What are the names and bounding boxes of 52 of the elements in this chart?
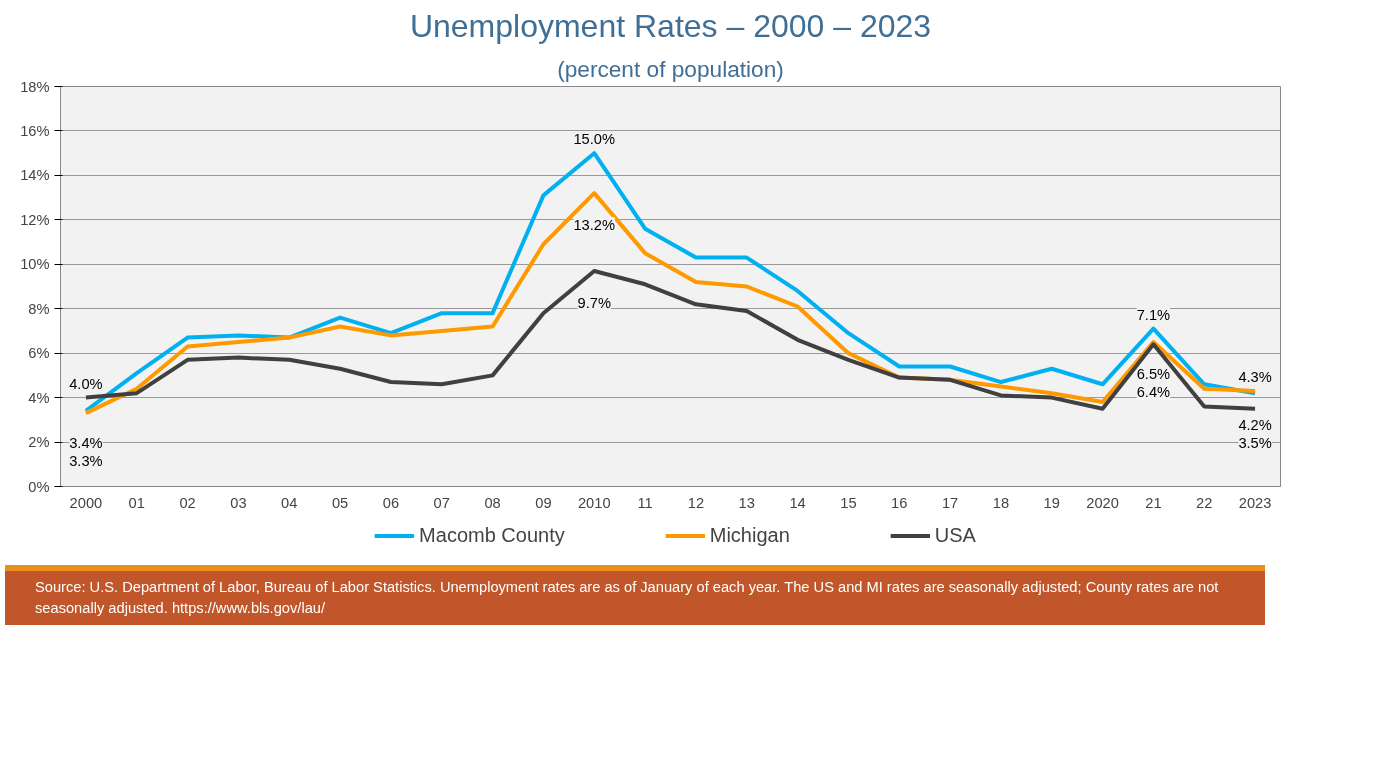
x-tick-label: 04 xyxy=(281,494,298,511)
x-tick-label: 2000 xyxy=(69,494,103,511)
x-tick-label: 07 xyxy=(433,494,450,511)
data-label: 3.4% xyxy=(69,434,103,451)
data-label: 4.2% xyxy=(1238,417,1272,434)
chart-title: Unemployment Rates – 2000 – 2023 xyxy=(409,7,932,44)
y-tick-label: 4% xyxy=(28,389,50,406)
x-tick-label: 16 xyxy=(891,494,908,511)
y-tick-label: 14% xyxy=(20,167,50,184)
y-tick-label: 12% xyxy=(20,211,50,228)
x-tick-label: 01 xyxy=(128,494,145,511)
x-tick-label: 14 xyxy=(789,494,806,511)
data-label: 4.3% xyxy=(1238,368,1272,385)
x-tick-label: 2023 xyxy=(1238,494,1272,511)
x-tick-label: 06 xyxy=(382,494,400,511)
y-tick-label: 6% xyxy=(28,345,50,362)
x-tick-label: 13 xyxy=(738,494,755,511)
data-label: 6.4% xyxy=(1136,384,1171,401)
data-label: 9.7% xyxy=(577,294,611,311)
x-tick-label: 08 xyxy=(484,494,501,511)
y-tick-label: 2% xyxy=(28,434,50,451)
x-tick-label: 09 xyxy=(535,494,552,511)
x-tick-label: 15 xyxy=(840,494,857,511)
source-note: Source: U.S. Department of Labor, Bureau of Labor Statistics. Unemployment rates are as of January of each year. The US and MI rates are seasonally adjusted; County rates are not seasonally adjusted. https://www.bls.gov/lau/ xyxy=(35,578,1220,618)
x-tick-label: 2010 xyxy=(577,494,611,511)
x-tick-label: 17 xyxy=(941,494,959,511)
data-label: 3.3% xyxy=(69,452,103,469)
x-tick-label: 03 xyxy=(230,494,247,511)
data-label: 4.0% xyxy=(69,375,103,392)
legend-label: USA xyxy=(934,523,976,547)
data-label: 6.5% xyxy=(1136,366,1171,383)
x-tick-label: 19 xyxy=(1043,494,1060,511)
x-tick-label: 21 xyxy=(1145,494,1162,511)
x-tick-label: 12 xyxy=(687,494,705,511)
data-label: 15.0% xyxy=(573,131,616,148)
x-tick-label: 22 xyxy=(1196,494,1213,511)
y-tick-label: 8% xyxy=(28,300,50,317)
y-tick-label: 0% xyxy=(28,478,50,495)
data-label: 7.1% xyxy=(1136,306,1171,323)
y-tick-label: 10% xyxy=(20,256,50,273)
chart-subtitle: (percent of population) xyxy=(557,55,784,82)
data-label: 13.2% xyxy=(573,217,616,234)
x-tick-label: 2020 xyxy=(1086,494,1119,511)
x-tick-label: 18 xyxy=(992,494,1010,511)
y-tick-label: 18% xyxy=(20,78,50,95)
legend-label: Macomb County xyxy=(419,523,565,547)
y-tick-label: 16% xyxy=(20,122,50,139)
legend-label: Michigan xyxy=(709,523,790,547)
x-tick-label: 02 xyxy=(179,494,196,511)
x-tick-label: 11 xyxy=(637,494,653,511)
data-label: 3.5% xyxy=(1238,435,1272,452)
x-tick-label: 05 xyxy=(331,494,349,511)
